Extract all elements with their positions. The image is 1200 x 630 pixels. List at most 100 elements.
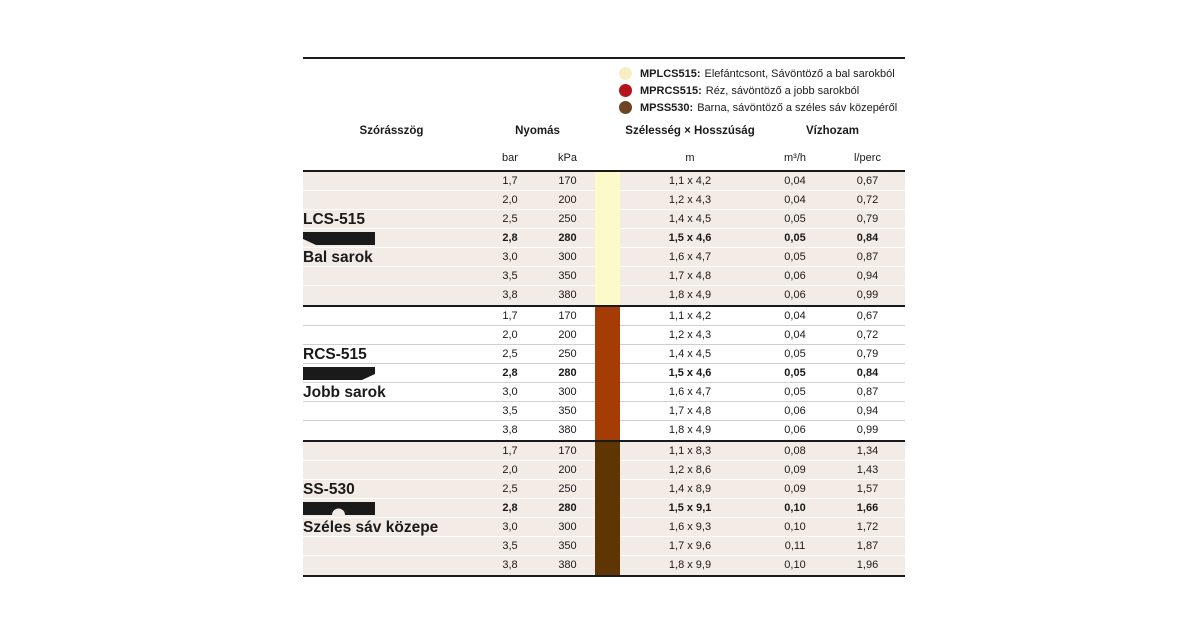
cell-dimensions: 1,5 x 4,6 <box>668 367 712 379</box>
header-dimensions: Szélesség × Hosszúság <box>625 125 755 137</box>
group-label-block: SS-530 Széles sáv közepe <box>303 442 480 575</box>
group-label: Széles sáv közepe <box>303 519 439 536</box>
datasheet-table: MPLCS515: Elefántcsont, Sávöntöző a bal … <box>303 57 905 577</box>
cell-bar: 2,5 <box>502 348 518 360</box>
cell-dimensions: 1,4 x 4,5 <box>668 213 712 225</box>
cell-kpa: 250 <box>558 483 577 495</box>
cell-flow-lperc: 0,79 <box>856 348 879 360</box>
cell-flow-m3h: 0,05 <box>784 367 806 379</box>
cell-flow-m3h: 0,05 <box>784 348 806 360</box>
cell-flow-lperc: 0,94 <box>856 405 879 417</box>
table-row: 3,8 380 1,8 x 4,9 0,06 0,99 <box>303 286 905 305</box>
cell-flow-lperc: 0,67 <box>856 175 879 187</box>
unit-kpa: kPa <box>558 151 577 164</box>
cell-dimensions: 1,2 x 4,3 <box>668 194 712 206</box>
unit-subheaders: bar kPa m m³/h l/perc <box>303 145 905 172</box>
wide-band-center-icon <box>303 502 375 515</box>
cell-bar: 3,0 <box>502 521 518 533</box>
cell-flow-m3h: 0,04 <box>784 175 806 187</box>
legend-description: Barna, sávöntöző a széles sáv közepéről <box>697 101 898 114</box>
color-strip <box>595 442 620 575</box>
cell-dimensions: 1,5 x 9,1 <box>668 502 712 514</box>
cell-dimensions: 1,2 x 4,3 <box>668 329 712 341</box>
cell-flow-m3h: 0,08 <box>784 445 806 457</box>
cell-flow-m3h: 0,10 <box>784 502 806 514</box>
cell-flow-m3h: 0,05 <box>784 232 806 244</box>
cell-flow-m3h: 0,06 <box>784 424 806 436</box>
cell-flow-lperc: 0,72 <box>856 194 879 206</box>
cell-bar: 2,5 <box>502 483 518 495</box>
cell-kpa: 280 <box>558 502 577 514</box>
cell-flow-m3h: 0,05 <box>784 386 806 398</box>
legend-code: MPRCS515: <box>640 84 702 97</box>
color-strip <box>595 172 620 305</box>
model-name: SS-530 <box>303 481 355 498</box>
cell-bar: 2,5 <box>502 213 518 225</box>
cell-flow-m3h: 0,11 <box>784 540 806 552</box>
cell-flow-m3h: 0,06 <box>784 270 806 282</box>
cell-dimensions: 1,5 x 4,6 <box>668 232 712 244</box>
cell-dimensions: 1,8 x 4,9 <box>668 289 712 301</box>
cell-dimensions: 1,4 x 8,9 <box>668 483 712 495</box>
cell-flow-m3h: 0,05 <box>784 213 806 225</box>
group-label-block: RCS-515 Jobb sarok <box>303 307 480 440</box>
cell-dimensions: 1,1 x 4,2 <box>668 310 712 322</box>
cell-dimensions: 1,7 x 4,8 <box>668 405 712 417</box>
cell-bar: 3,5 <box>502 405 518 417</box>
ivory-dot-icon <box>619 67 632 80</box>
cell-dimensions: 1,8 x 4,9 <box>668 424 712 436</box>
cell-kpa: 300 <box>558 521 577 533</box>
cell-flow-m3h: 0,04 <box>784 329 806 341</box>
cell-bar: 1,7 <box>502 175 518 187</box>
cell-kpa: 250 <box>558 348 577 360</box>
cell-kpa: 170 <box>558 175 577 187</box>
cell-flow-lperc: 0,94 <box>856 270 879 282</box>
cell-kpa: 280 <box>558 232 577 244</box>
unit-lperc: l/perc <box>854 151 881 164</box>
cell-bar: 2,8 <box>502 367 518 379</box>
cell-flow-lperc: 1,43 <box>856 464 879 476</box>
header-flow: Vízhozam <box>805 125 860 137</box>
table-row: 3,0 300 1,6 x 9,3 0,10 1,72 <box>303 518 905 537</box>
right-corner-strip-icon <box>303 367 375 380</box>
cell-flow-lperc: 0,67 <box>856 310 879 322</box>
cell-flow-m3h: 0,09 <box>784 464 806 476</box>
cell-kpa: 280 <box>558 367 577 379</box>
cell-bar: 3,0 <box>502 386 518 398</box>
unit-bar: bar <box>502 151 518 164</box>
cell-dimensions: 1,1 x 8,3 <box>668 445 712 457</box>
cell-kpa: 350 <box>558 405 577 417</box>
legend-description: Réz, sávöntöző a jobb sarokból <box>705 84 860 97</box>
cell-kpa: 350 <box>558 540 577 552</box>
group-label-block: LCS-515 Bal sarok <box>303 172 480 305</box>
legend-item: MPSS530: Barna, sávöntöző a széles sáv k… <box>619 99 905 116</box>
cell-kpa: 380 <box>558 424 577 436</box>
cell-flow-lperc: 0,84 <box>856 232 879 244</box>
cell-flow-lperc: 0,99 <box>856 289 879 301</box>
cell-bar: 2,8 <box>502 502 518 514</box>
cell-flow-lperc: 0,72 <box>856 329 879 341</box>
group-lcs-515: 1,7 170 1,1 x 4,2 0,04 0,67 2,0 200 1,2 x 4,3 0,… <box>303 172 905 305</box>
cell-bar: 3,5 <box>502 540 518 552</box>
model-name: RCS-515 <box>303 346 367 363</box>
header-spray-angle: Szórásszög <box>359 125 424 137</box>
cell-dimensions: 1,8 x 9,9 <box>668 559 712 571</box>
cell-flow-m3h: 0,04 <box>784 310 806 322</box>
group-label: Jobb sarok <box>303 384 386 401</box>
cell-kpa: 200 <box>558 194 577 206</box>
red-dot-icon <box>619 84 632 97</box>
cell-flow-lperc: 1,87 <box>856 540 879 552</box>
cell-kpa: 200 <box>558 464 577 476</box>
cell-kpa: 350 <box>558 270 577 282</box>
cell-flow-lperc: 1,96 <box>856 559 879 571</box>
cell-bar: 3,8 <box>502 424 518 436</box>
cell-flow-lperc: 0,99 <box>856 424 879 436</box>
unit-m3h: m³/h <box>784 151 806 164</box>
cell-bar: 2,0 <box>502 464 518 476</box>
cell-bar: 3,8 <box>502 289 518 301</box>
column-headers: Szórásszög Nyomás Szélesség × Hosszúság … <box>303 117 905 145</box>
header-pressure: Nyomás <box>515 125 560 137</box>
cell-bar: 2,0 <box>502 329 518 341</box>
left-corner-strip-icon <box>303 232 375 245</box>
model-name: LCS-515 <box>303 211 366 228</box>
